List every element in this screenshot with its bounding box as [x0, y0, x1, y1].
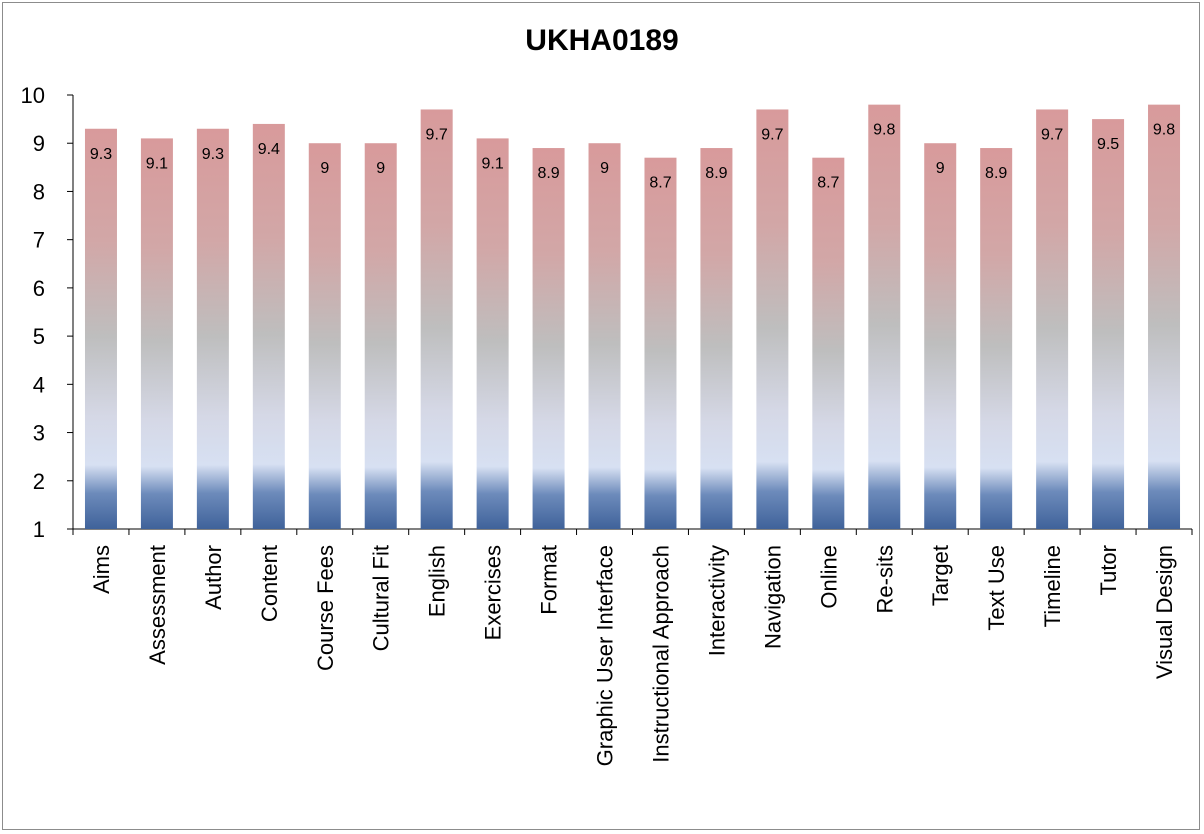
bar-content: [252, 123, 285, 529]
x-tick-label: Course Fees: [313, 545, 338, 671]
x-tick-label: Instructional Approach: [648, 545, 673, 763]
data-label: 8.9: [537, 165, 559, 182]
data-label: 9.3: [202, 146, 224, 163]
data-label: 9.8: [873, 122, 895, 139]
bar-tutor: [1092, 119, 1125, 529]
x-tick-label: Timeline: [1040, 545, 1065, 627]
y-tick-label: 8: [33, 179, 45, 204]
x-tick-label: Assessment: [145, 545, 170, 665]
bars-group: [84, 104, 1181, 530]
data-label: 8.9: [985, 165, 1007, 182]
y-tick-label: 6: [33, 276, 45, 301]
bar-english: [420, 109, 453, 529]
bar-visual-design: [1148, 104, 1181, 530]
x-tick-label: Exercises: [481, 545, 506, 640]
x-tick-label: Text Use: [984, 545, 1009, 631]
y-tick-label: 1: [33, 517, 45, 542]
x-tick-label: Online: [816, 545, 841, 609]
chart-title: UKHA0189: [525, 24, 679, 57]
x-tick-label: Re-sits: [872, 545, 897, 613]
bar-course-fees: [308, 143, 341, 529]
x-tick-label: Navigation: [760, 545, 785, 649]
bar-re-sits: [868, 104, 901, 530]
x-tick-label: Tutor: [1096, 545, 1121, 596]
bar-assessment: [140, 138, 173, 529]
x-tick-label: Author: [201, 545, 226, 610]
data-label: 8.9: [705, 165, 727, 182]
bar-cultural-fit: [364, 143, 397, 529]
bar-instructional-approach: [644, 157, 677, 529]
y-tick-label: 3: [33, 421, 45, 446]
bar-timeline: [1036, 109, 1069, 529]
data-label: 9: [936, 160, 945, 177]
bar-text-use: [980, 148, 1013, 530]
data-label: 9.5: [1097, 136, 1119, 153]
y-tick-label: 4: [33, 372, 45, 397]
y-tick-label: 9: [33, 131, 45, 156]
y-tick-label: 10: [21, 83, 45, 108]
data-label: 8.7: [817, 175, 839, 192]
y-tick-label: 2: [33, 469, 45, 494]
bar-graphic-user-interface: [588, 143, 621, 529]
x-tick-label: Interactivity: [704, 545, 729, 656]
bar-target: [924, 143, 957, 529]
x-tick-label: English: [425, 545, 450, 617]
bar-exercises: [476, 138, 509, 529]
data-label: 9.3: [90, 146, 112, 163]
x-tick-label: Format: [537, 545, 562, 615]
x-tick-label: Graphic User Interface: [593, 545, 618, 766]
data-label: 9.7: [761, 126, 783, 143]
bar-navigation: [756, 109, 789, 529]
data-label: 9.7: [1041, 126, 1063, 143]
y-tick-label: 7: [33, 228, 45, 253]
bar-author: [196, 128, 229, 529]
data-label: 9.8: [1153, 122, 1175, 139]
bar-aims: [84, 128, 117, 529]
data-label: 9: [600, 160, 609, 177]
bar-online: [812, 157, 845, 529]
bar-format: [532, 148, 565, 530]
x-tick-label: Target: [928, 545, 953, 606]
labels-group: 9.3 Aims 9.1 Assessment 9.3 Author 9.4 Content 9…: [89, 122, 1177, 767]
data-label: 9.1: [146, 155, 168, 172]
data-label: 9.7: [426, 126, 448, 143]
x-tick-label: Visual Design: [1152, 545, 1177, 679]
bar-interactivity: [700, 148, 733, 530]
x-tick-label: Aims: [89, 545, 114, 594]
data-label: 9: [320, 160, 329, 177]
data-label: 9.4: [258, 141, 280, 158]
data-label: 8.7: [649, 175, 671, 192]
data-label: 9.1: [482, 155, 504, 172]
y-tick-label: 5: [33, 324, 45, 349]
data-label: 9: [376, 160, 385, 177]
x-tick-label: Content: [257, 545, 282, 622]
x-tick-label: Cultural Fit: [369, 545, 394, 651]
